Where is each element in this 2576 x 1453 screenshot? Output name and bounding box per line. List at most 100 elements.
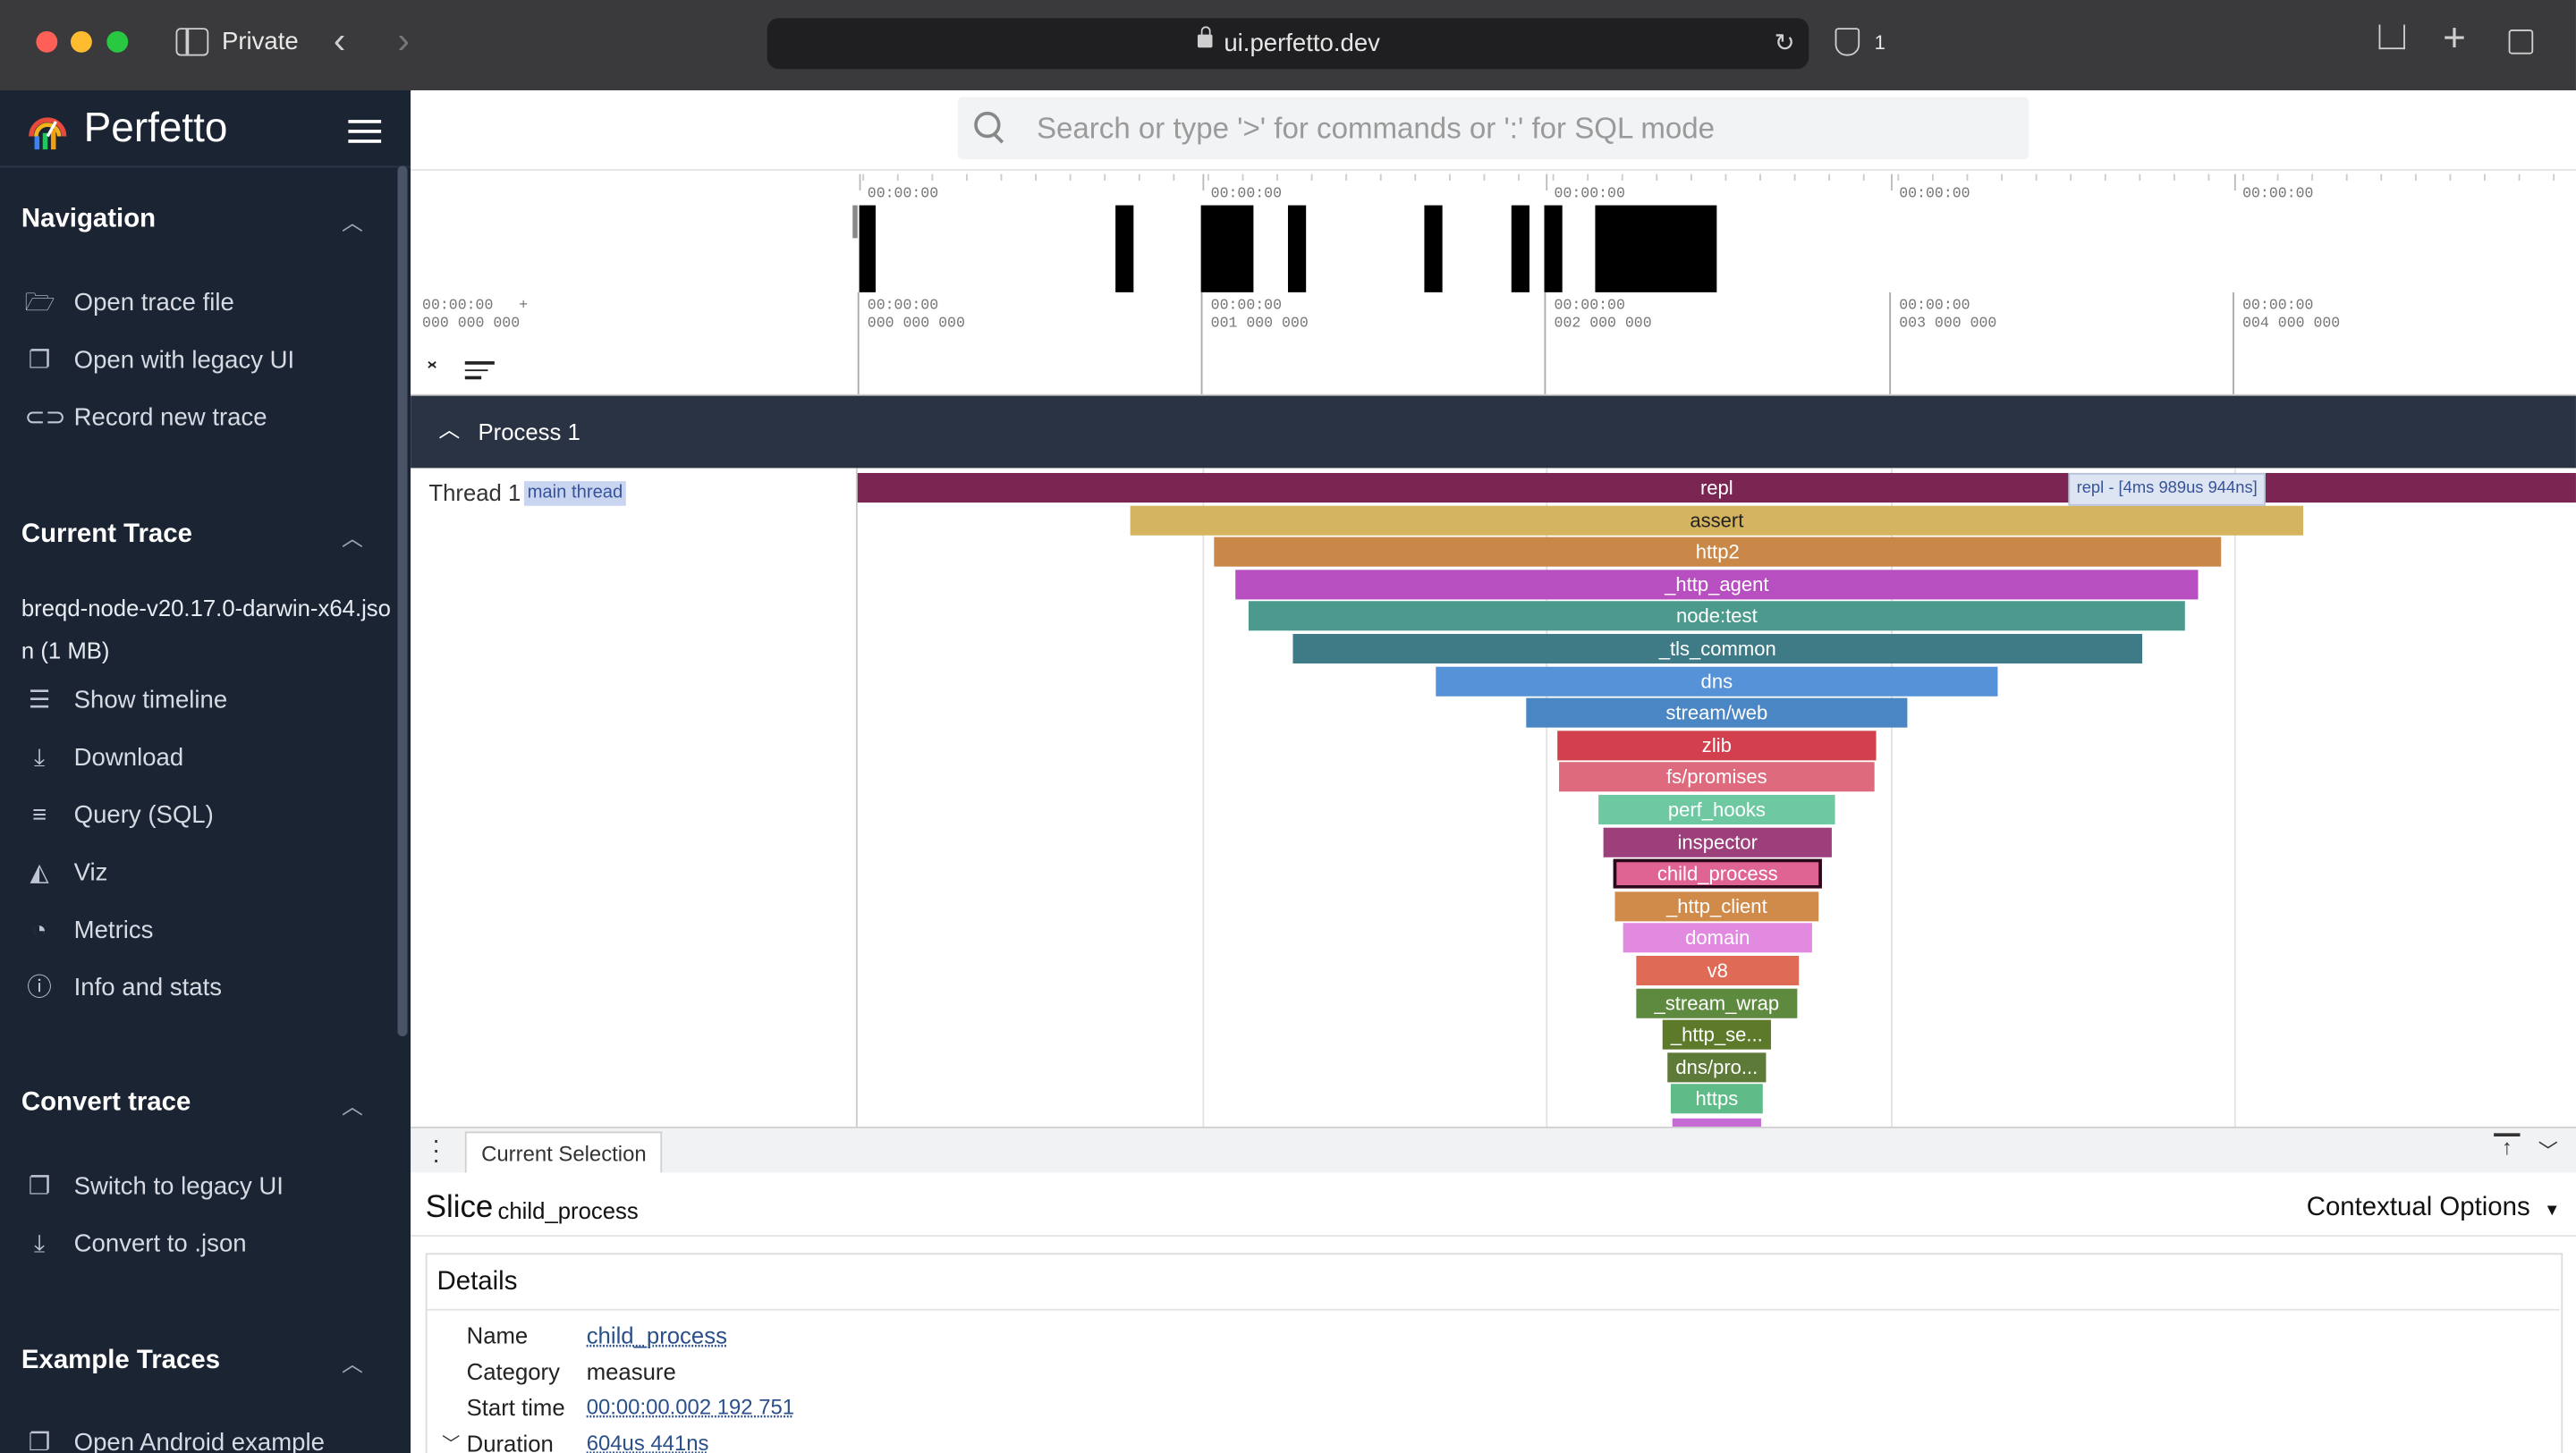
- sidebar-toggle-icon[interactable]: [175, 28, 209, 56]
- search-input[interactable]: [957, 97, 2029, 160]
- slice[interactable]: _http_agent: [1235, 569, 2199, 600]
- overview-minor-tick: [1621, 173, 1623, 182]
- tab-current-selection[interactable]: Current Selection: [464, 1131, 664, 1175]
- overview-activity-block: [859, 205, 876, 292]
- contextual-options-button[interactable]: Contextual Options ▼: [2307, 1194, 2561, 1223]
- slice-selected[interactable]: child_process: [1613, 858, 1822, 889]
- hamburger-menu-icon[interactable]: [348, 120, 382, 143]
- current-trace-collapse-icon[interactable]: ︿: [342, 525, 363, 551]
- process-collapse-icon[interactable]: ︿: [438, 417, 461, 443]
- overview-minor-tick: [1345, 173, 1348, 182]
- overview-minor-tick: [1656, 173, 1658, 182]
- slice[interactable]: perf_hooks: [1598, 794, 1835, 825]
- slice[interactable]: dns/pro...: [1667, 1052, 1767, 1083]
- minimize-panel-icon[interactable]: ﹀: [2538, 1139, 2558, 1163]
- process-track-header[interactable]: [411, 395, 2576, 469]
- details-panel-tabbar: [411, 1126, 2576, 1175]
- overview-minor-tick: [1104, 173, 1106, 182]
- slice[interactable]: _http_se...: [1662, 1019, 1771, 1050]
- slice[interactable]: node:test: [1248, 601, 2185, 632]
- sidebar-item-open-trace-file[interactable]: 🗁 Open trace file: [25, 289, 234, 317]
- overview-tick-line: [2233, 173, 2236, 191]
- slice[interactable]: fs/promises: [1559, 762, 1875, 793]
- slice[interactable]: http2: [1214, 536, 2222, 568]
- sidebar-item-download[interactable]: ⤓ Download: [25, 744, 183, 772]
- overview-minor-tick: [2207, 173, 2210, 182]
- slice[interactable]: assert: [1130, 504, 2304, 536]
- overview-minor-tick: [1310, 173, 1313, 182]
- sidebar-item-record-trace[interactable]: ⊂⊃ Record new trace: [25, 404, 267, 432]
- field-value-name[interactable]: child_process: [586, 1322, 727, 1348]
- slice[interactable]: _http_client: [1614, 891, 1819, 922]
- overview-window-handle[interactable]: [852, 205, 858, 239]
- reload-icon[interactable]: ↻: [1774, 30, 1795, 58]
- slice[interactable]: repl: [857, 472, 2576, 503]
- slice[interactable]: domain: [1623, 923, 1812, 954]
- folder-icon: 🗁: [24, 288, 55, 317]
- address-bar[interactable]: [767, 18, 1809, 70]
- navigation-header[interactable]: Navigation: [21, 205, 157, 233]
- navigation-collapse-icon[interactable]: ︿: [342, 210, 363, 235]
- forward-icon[interactable]: ›: [397, 20, 410, 61]
- sidebar-item-show-timeline[interactable]: ☰ Show timeline: [25, 687, 228, 714]
- slice-partial[interactable]: [1672, 1118, 1761, 1127]
- slice[interactable]: https: [1670, 1084, 1763, 1114]
- tabs-overview-icon[interactable]: [2508, 30, 2534, 55]
- slice[interactable]: inspector: [1603, 826, 1832, 857]
- sidebar-item-convert-json[interactable]: ⤓ Convert to .json: [25, 1230, 247, 1258]
- close-window-button[interactable]: [36, 30, 58, 53]
- share-icon[interactable]: [2378, 24, 2405, 50]
- duration-expand-icon[interactable]: ﹀: [442, 1435, 461, 1453]
- sidebar-scrollbar[interactable]: [397, 165, 408, 1036]
- slice-name: child_process: [497, 1196, 639, 1224]
- time-axis-tick-bottom: 000 000 000: [422, 315, 521, 333]
- overview-minor-tick: [2104, 173, 2106, 182]
- convert-trace-collapse-icon[interactable]: ︿: [342, 1094, 363, 1119]
- overview-minor-tick: [896, 173, 899, 182]
- zoom-window-button[interactable]: [106, 30, 129, 53]
- overview-minor-tick: [1518, 173, 1520, 182]
- sidebar-item-label: Query (SQL): [73, 801, 214, 830]
- sidebar-item-open-legacy-ui[interactable]: ❐ Open with legacy UI: [25, 347, 294, 375]
- process-label: Process 1: [478, 418, 580, 445]
- search-placeholder[interactable]: Search or type '>' for commands or ':' f…: [1036, 111, 1716, 145]
- example-traces-header[interactable]: Example Traces: [21, 1347, 221, 1375]
- minimize-window-button[interactable]: [70, 30, 92, 53]
- example-traces-collapse-icon[interactable]: ︿: [342, 1351, 363, 1377]
- sidebar-item-viz[interactable]: ◭ Viz: [25, 859, 107, 887]
- current-trace-header[interactable]: Current Trace: [21, 520, 192, 549]
- time-axis-tick-bottom: 003 000 000: [1899, 315, 1997, 333]
- field-value-duration[interactable]: 604us 441ns: [586, 1430, 709, 1453]
- convert-trace-header[interactable]: Convert trace: [21, 1088, 191, 1117]
- slice[interactable]: stream/web: [1526, 697, 1908, 729]
- slice[interactable]: _tls_common: [1292, 633, 2143, 664]
- track-shell-divider: [855, 468, 858, 1127]
- slice[interactable]: dns: [1436, 665, 1998, 697]
- sidebar-item-metrics[interactable]: ◔ Metrics: [25, 917, 154, 944]
- add-marker-icon[interactable]: +: [519, 295, 529, 312]
- overview-minor-tick: [2414, 173, 2417, 182]
- overview-minor-tick: [2139, 173, 2141, 182]
- panel-menu-icon[interactable]: · · ·: [432, 1126, 441, 1175]
- sidebar-item-open-android-example[interactable]: ❐ Open Android example: [25, 1429, 325, 1453]
- sidebar-item-switch-legacy-ui[interactable]: ❐ Switch to legacy UI: [25, 1172, 284, 1200]
- slice[interactable]: v8: [1636, 955, 1800, 986]
- overview-minor-tick: [2001, 173, 2003, 182]
- sidebar-item-query-sql[interactable]: ≡ Query (SQL): [25, 801, 214, 829]
- maximize-panel-icon[interactable]: ↑: [2494, 1133, 2521, 1162]
- shield-icon[interactable]: [1835, 28, 1860, 56]
- sidebar-item-info-stats[interactable]: ⓘ Info and stats: [25, 974, 223, 1001]
- overview-minor-tick: [1379, 173, 1382, 182]
- time-axis-tick-top: 00:00:00: [1210, 297, 1283, 314]
- new-tab-icon[interactable]: +: [2443, 16, 2466, 61]
- slice-title: Slice: [425, 1190, 494, 1226]
- slice[interactable]: zlib: [1557, 730, 1877, 761]
- slice[interactable]: _stream_wrap: [1636, 987, 1798, 1018]
- collapse-all-icon[interactable]: ⌄ ⌃: [423, 348, 441, 383]
- overview-minor-tick: [2484, 173, 2486, 182]
- field-value-start-time[interactable]: 00:00:00.002 192 751: [586, 1394, 795, 1419]
- sort-tracks-icon[interactable]: [464, 361, 495, 379]
- overview-activity-block: [1544, 205, 1563, 292]
- url-text[interactable]: ui.perfetto.dev: [1224, 30, 1380, 58]
- back-icon[interactable]: ‹: [333, 20, 346, 61]
